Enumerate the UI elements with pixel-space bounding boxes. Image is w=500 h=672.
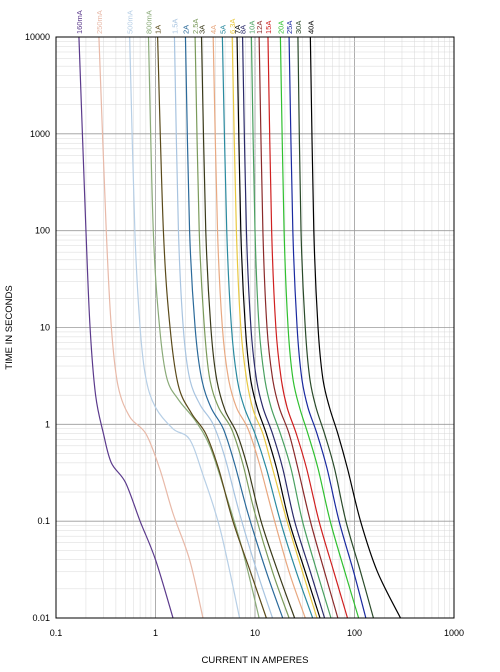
y-tick-label: 10 (40, 323, 50, 333)
x-axis-title: CURRENT IN AMPERES (202, 655, 309, 666)
series-label-800mA: 800mA (144, 10, 153, 34)
series-curve-7A (236, 36, 321, 619)
y-tick-label: 10000 (25, 32, 50, 42)
series-label-12A: 12A (255, 21, 264, 34)
series-label-10A: 10A (247, 21, 256, 34)
x-tick-label: 10 (250, 628, 260, 638)
grid-lines (55, 37, 454, 619)
series-label-2A: 2A (181, 25, 190, 34)
y-tick-label: 0.1 (37, 516, 50, 526)
series-label-7A: 7A (233, 25, 242, 34)
series-curve-12A (258, 36, 339, 619)
series-curve-25A (288, 36, 367, 619)
series-label-8A: 8A (239, 25, 248, 34)
series-curve-1A (157, 36, 267, 619)
series-curve-30A (297, 36, 375, 619)
x-tick-label: 1 (153, 628, 158, 638)
series-label-40A: 40A (306, 21, 315, 34)
series-label-25A: 25A (285, 21, 294, 34)
series-curve-5A (221, 36, 314, 619)
series-curve-10A (250, 36, 332, 619)
series-curve-1.5A (173, 36, 274, 619)
x-tick-label: 100 (347, 628, 362, 638)
series-label-5A: 5A (218, 25, 227, 34)
y-axis-title: TIME IN SECONDS (4, 285, 15, 369)
series-curve-3A (200, 36, 296, 619)
series-curves (78, 36, 402, 619)
series-label-500mA: 500mA (126, 10, 135, 34)
series-curve-2.5A (194, 36, 290, 619)
series-curve-800mA (147, 36, 260, 619)
series-curve-8A (241, 36, 326, 619)
series-curve-160mA (78, 36, 174, 619)
series-curve-6.3A (231, 36, 318, 619)
series-label-160mA: 160mA (75, 10, 84, 34)
series-label-2.5A: 2.5A (191, 19, 200, 34)
series-curve-250mA (98, 36, 204, 619)
series-curve-2A (184, 36, 284, 619)
series-label-20A: 20A (276, 21, 285, 34)
series-curve-20A (279, 36, 360, 619)
series-curve-40A (309, 36, 402, 619)
series-label-4A: 4A (209, 25, 218, 34)
series-curve-500mA (129, 36, 241, 619)
series-label-15A: 15A (264, 21, 273, 34)
x-tick-labels: 0.1 1 10 100 1000 (50, 628, 464, 638)
series-label-1.5A: 1.5A (170, 19, 179, 34)
x-tick-label: 0.1 (50, 628, 63, 638)
y-tick-label: 1000 (30, 129, 50, 139)
x-tick-label: 1000 (444, 628, 464, 638)
series-label-1A: 1A (154, 25, 163, 34)
y-tick-label: 0.01 (32, 613, 50, 623)
series-label-30A: 30A (294, 21, 303, 34)
series-label-250mA: 250mA (95, 10, 104, 34)
series-label-3A: 3A (198, 25, 207, 34)
series-curve-15A (267, 36, 349, 619)
y-tick-labels: 0.01 0.1 1 10 100 1000 10000 (25, 32, 50, 623)
y-tick-label: 1 (45, 419, 50, 429)
y-tick-label: 100 (35, 226, 50, 236)
plot-frame (55, 36, 455, 619)
series-curve-4A (212, 36, 306, 619)
series-label-6.3A: 6.3A (228, 19, 237, 34)
